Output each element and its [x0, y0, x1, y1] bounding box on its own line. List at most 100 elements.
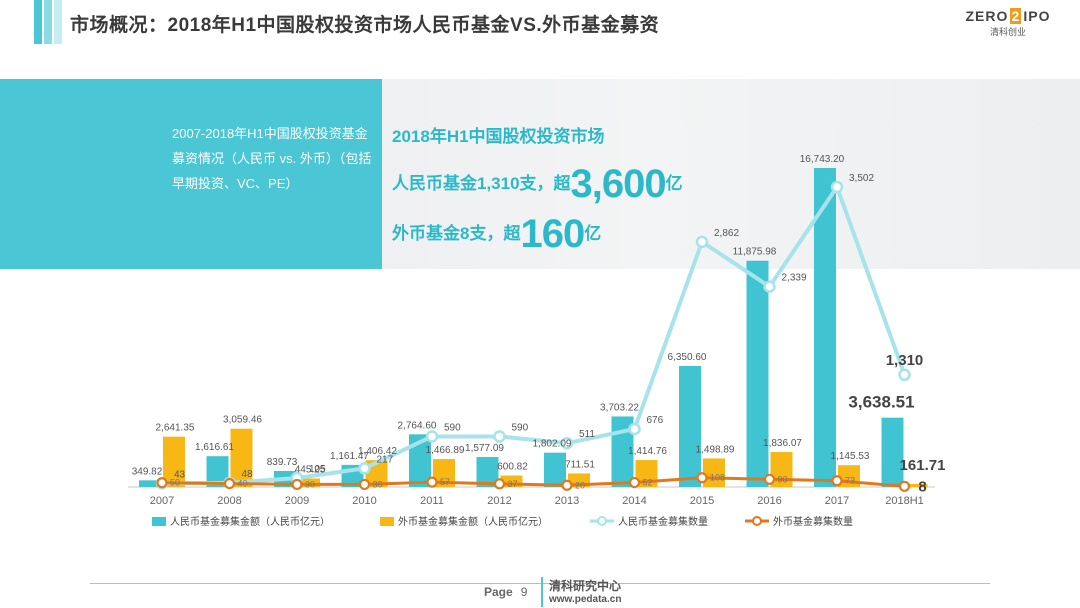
point-fx-count — [223, 477, 236, 490]
data-label-fx-count: 40 — [238, 479, 248, 489]
x-tick-label: 2015 — [690, 495, 714, 507]
bar-rmb-amount — [746, 260, 769, 487]
data-label-fx-count: 20 — [575, 480, 585, 490]
data-label-rmb-amount: 1,577.09 — [465, 443, 504, 454]
data-label-fx-count: 57 — [440, 477, 450, 487]
data-label-fx-count: 108 — [710, 473, 725, 483]
data-label-fx-count: 37 — [508, 479, 518, 489]
point-rmb-count — [425, 430, 439, 443]
highlight-line-3: 外币基金8支，超160亿 — [392, 212, 601, 257]
page-label: Page — [484, 585, 513, 599]
data-label-fx-amount: 600.82 — [497, 462, 528, 473]
data-label-rmb-count: 1,310 — [886, 352, 924, 369]
highlight-line-3-post: 亿 — [584, 224, 602, 243]
point-fx-count — [628, 476, 641, 489]
bar-rmb-amount — [881, 417, 904, 487]
data-label-fx-amount: 711.51 — [565, 459, 595, 470]
data-label-rmb-amount: 11,875.98 — [733, 247, 777, 258]
x-tick-label: 2016 — [757, 495, 781, 507]
point-fx-count — [898, 480, 911, 492]
data-label-rmb-amount: 1,802.09 — [533, 439, 572, 450]
logo-word-left: ZERO — [965, 8, 1009, 24]
data-label-rmb-amount: 3,703.22 — [600, 402, 639, 413]
data-label-rmb-count: 105 — [309, 464, 326, 475]
bar-fx-amount — [230, 428, 253, 487]
point-fx-count — [426, 476, 438, 488]
x-tick-label: 2013 — [555, 495, 579, 507]
header-accent-bar-2 — [44, 0, 52, 44]
point-rmb-count — [898, 368, 911, 382]
point-fx-count — [561, 479, 573, 491]
data-label-rmb-count: 3,502 — [849, 173, 874, 184]
point-fx-count — [358, 478, 371, 491]
point-fx-count — [493, 478, 506, 490]
data-label-fx-amount: 161.71 — [900, 457, 946, 474]
x-tick-label: 2018H1 — [885, 495, 924, 507]
logo: ZERO 2 IPO 清科创业 — [958, 8, 1058, 38]
footer-separator — [541, 577, 543, 607]
data-label-rmb-count: 43 — [174, 469, 186, 480]
data-label-rmb-count: 2,862 — [714, 228, 739, 239]
data-label-rmb-count: 511 — [579, 429, 595, 440]
legend-swatch-marker — [752, 516, 762, 526]
point-rmb-count — [493, 430, 506, 443]
point-fx-count — [831, 475, 843, 487]
bar-fx-amount — [163, 436, 185, 487]
x-tick-label: 2017 — [825, 495, 849, 507]
data-label-rmb-amount: 1,161.47 — [330, 451, 369, 462]
data-label-rmb-amount: 16,743.20 — [800, 154, 845, 165]
point-rmb-count — [628, 422, 641, 436]
point-fx-count — [696, 472, 708, 484]
bar-fx-amount — [433, 459, 455, 487]
data-label-rmb-amount: 1,616.61 — [195, 442, 234, 453]
data-label-fx-count: 90 — [778, 474, 788, 484]
bar-fx-amount — [500, 475, 523, 487]
page-indicator: Page 9 — [484, 585, 527, 599]
header-accent-bar-1 — [34, 0, 42, 44]
data-label-fx-count: 52 — [643, 478, 653, 488]
data-label-fx-count: 73 — [845, 476, 855, 486]
highlight-line-3-pre: 外币基金8支，超 — [392, 224, 521, 243]
logo-cn: 清科创业 — [989, 27, 1026, 37]
logo-word-right: IPO — [1023, 8, 1051, 24]
legend-label: 人民币基金募集金额（人民币亿元） — [170, 515, 330, 528]
highlight-line-2: 人民币基金1,310支，超3,600亿 — [392, 162, 683, 207]
footer-url: www.pedata.cn — [549, 594, 622, 605]
x-tick-label: 2012 — [487, 495, 511, 507]
data-label-fx-count: 50 — [170, 478, 180, 488]
x-tick-label: 2007 — [150, 495, 174, 507]
point-rmb-count — [695, 235, 709, 249]
data-label-fx-amount: 1,836.07 — [763, 438, 802, 449]
point-rmb-count — [358, 462, 371, 475]
line-rmb-count — [161, 185, 907, 486]
point-rmb-count — [560, 436, 574, 450]
data-label-rmb-amount: 839.73 — [267, 457, 298, 468]
data-label-fx-amount: 445.25 — [295, 465, 326, 476]
bar-rmb-amount — [409, 434, 431, 487]
data-label-rmb-count: 676 — [647, 415, 664, 426]
data-label-rmb-count: 590 — [512, 422, 529, 433]
data-label-fx-amount: 3,059.46 — [223, 415, 262, 426]
header-accent-bar-3 — [54, 0, 62, 44]
page-number: 9 — [520, 585, 528, 599]
data-label-fx-amount: 1,414.76 — [628, 446, 667, 457]
x-tick-label: 2011 — [420, 495, 444, 507]
data-label-fx-count: 30 — [305, 479, 315, 489]
bar-rmb-amount — [476, 456, 499, 487]
highlight-line-1: 2018年H1中国股权投资市场 — [392, 127, 605, 146]
data-label-rmb-count: 217 — [377, 454, 394, 465]
legend-label: 外币基金募集金额（人民币亿元） — [398, 515, 548, 528]
x-tick-label: 2008 — [217, 495, 241, 507]
x-tick-label: 2009 — [285, 495, 309, 507]
line-fx-count — [161, 476, 905, 488]
legend-swatch — [380, 517, 394, 526]
legend-label: 外币基金募集数量 — [773, 515, 853, 528]
data-label-rmb-count: 48 — [242, 469, 254, 480]
highlight-line-2-pre: 人民币基金1,310支，超 — [392, 174, 571, 193]
data-label-rmb-count: 2,339 — [782, 273, 807, 284]
logo-word-mid: 2 — [1010, 8, 1022, 24]
data-label-rmb-amount: 6,350.60 — [668, 352, 707, 363]
point-rmb-count — [763, 280, 776, 293]
data-label-rmb-amount: 2,764.60 — [398, 420, 437, 431]
